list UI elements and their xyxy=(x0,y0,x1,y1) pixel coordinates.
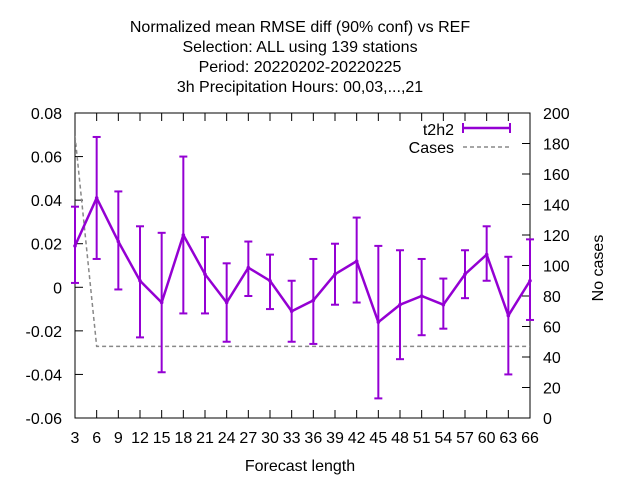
x-tick-label: 42 xyxy=(348,430,366,447)
y2-tick-label: 120 xyxy=(543,228,570,245)
x-tick-label: 18 xyxy=(174,430,192,447)
t2h2-line xyxy=(73,195,532,325)
x-tick-label: 54 xyxy=(434,430,452,447)
y2-tick-label: 160 xyxy=(543,167,570,184)
t2h2-point xyxy=(506,313,511,318)
t2h2-point xyxy=(246,265,251,270)
y2-axis-label: No cases xyxy=(590,235,607,302)
x-tick-label: 6 xyxy=(92,430,101,447)
plot-frame xyxy=(74,112,531,419)
y-tick-label: 0.02 xyxy=(31,237,62,254)
y2-tick-label: 180 xyxy=(543,137,570,154)
y-tick-label: -0.04 xyxy=(26,367,63,384)
t2h2-point xyxy=(484,252,489,257)
t2h2-point xyxy=(441,302,446,307)
x-tick-label: 21 xyxy=(196,430,214,447)
t2h2-point xyxy=(289,309,294,314)
t2h2-point xyxy=(159,300,164,305)
y2-tick-label: 100 xyxy=(543,259,570,276)
chart-title: Normalized mean RMSE diff (90% conf) vs … xyxy=(130,19,470,96)
title-line-3: Period: 20220202-20220225 xyxy=(199,59,402,76)
t2h2-point xyxy=(398,302,402,307)
y-tick-label: 0.08 xyxy=(31,106,62,123)
t2h2-point xyxy=(376,320,381,324)
legend-label-cases: Cases xyxy=(409,140,454,157)
x-axis: 3 6 9 12 15 18 21 24 27 30 33 36 39 42 45 48 51 54 57 60 63 6… xyxy=(71,113,539,447)
t2h2-point xyxy=(354,259,359,263)
cases-line xyxy=(75,135,530,348)
x-tick-label: 39 xyxy=(326,430,344,447)
t2h2-point xyxy=(138,278,142,283)
t2h2-point xyxy=(311,298,316,303)
t2h2-point xyxy=(203,272,207,277)
y-tick-label: 0.04 xyxy=(31,193,62,210)
t2h2-point xyxy=(116,239,121,244)
plot-area xyxy=(74,112,531,419)
x-tick-label: 63 xyxy=(499,430,517,447)
x-tick-label: 27 xyxy=(239,430,257,447)
y2-tick-label: 60 xyxy=(543,320,561,337)
y2-tick-label: 0 xyxy=(543,411,552,428)
x-tick-label: 33 xyxy=(283,430,301,447)
x-tick-label: 15 xyxy=(153,430,171,447)
x-tick-label: 36 xyxy=(304,430,322,447)
y2-tick-label: 20 xyxy=(543,381,561,398)
legend: t2h2 Cases xyxy=(409,122,511,157)
y-axis: 0.08 0.06 0.04 0.02 0 -0.02 -0.04 -0.06 xyxy=(26,106,83,428)
x-tick-label: 45 xyxy=(369,430,387,447)
title-line-2: Selection: ALL using 139 stations xyxy=(182,39,417,56)
t2h2-point xyxy=(73,244,77,248)
t2h2-point xyxy=(268,278,272,283)
y2-tick-label: 40 xyxy=(543,350,561,367)
y2-tick-label: 140 xyxy=(543,198,570,215)
series-layer xyxy=(71,135,534,400)
t2h2-point xyxy=(528,278,532,283)
t2h2-point xyxy=(94,196,99,200)
y-tick-label: 0 xyxy=(53,280,62,297)
y-tick-label: 0.06 xyxy=(31,150,62,167)
x-tick-label: 48 xyxy=(391,430,409,447)
t2h2-point xyxy=(333,272,337,277)
x-tick-label: 66 xyxy=(521,430,539,447)
x-tick-label: 57 xyxy=(456,430,474,447)
t2h2-point xyxy=(419,294,424,298)
x-tick-label: 3 xyxy=(71,430,80,447)
legend-swatch-t2h2 xyxy=(462,123,511,133)
t2h2-point xyxy=(224,300,229,305)
y-tick-label: -0.06 xyxy=(26,411,63,428)
t2h2-point xyxy=(463,272,467,277)
t2h2-point xyxy=(181,233,186,237)
y2-tick-label: 80 xyxy=(543,289,561,306)
x-tick-label: 9 xyxy=(114,430,123,447)
y-tick-label: -0.02 xyxy=(26,324,63,341)
legend-label-t2h2: t2h2 xyxy=(423,122,454,139)
x-axis-label: Forecast length xyxy=(245,458,355,475)
y2-tick-label: 200 xyxy=(543,106,570,123)
title-line-1: Normalized mean RMSE diff (90% conf) vs … xyxy=(130,19,470,36)
x-tick-label: 24 xyxy=(218,430,236,447)
x-tick-label: 30 xyxy=(261,430,279,447)
x-tick-label: 51 xyxy=(413,430,431,447)
x-tick-label: 60 xyxy=(478,430,496,447)
x-tick-label: 12 xyxy=(131,430,149,447)
title-line-4: 3h Precipitation Hours: 00,03,...,21 xyxy=(177,79,423,96)
